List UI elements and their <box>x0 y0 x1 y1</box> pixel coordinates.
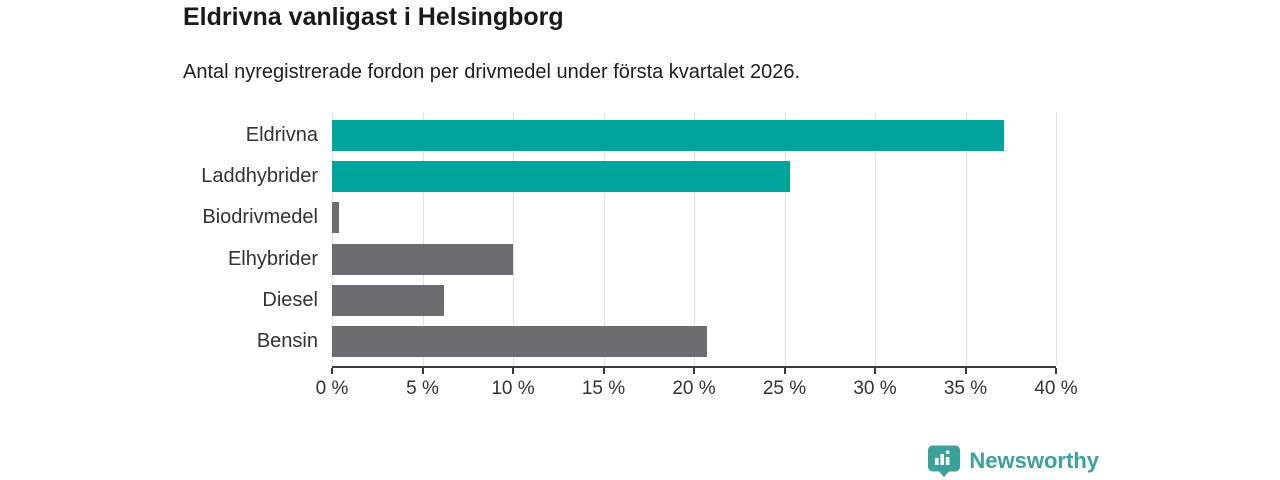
category-label: Diesel <box>262 288 318 311</box>
x-axis-tick <box>783 368 786 374</box>
bar-eldrivna <box>332 120 1004 151</box>
gridline <box>784 112 786 366</box>
gridline <box>513 112 514 366</box>
category-label: Laddhybrider <box>201 165 318 188</box>
gridline <box>694 112 695 366</box>
x-axis-tick-label: 20 % <box>672 378 716 399</box>
bar-biodrivmedel <box>332 202 340 234</box>
x-axis-line <box>332 366 1056 368</box>
category-label: Elhybrider <box>227 247 318 270</box>
gridline <box>422 112 424 366</box>
x-axis-tick <box>512 368 514 374</box>
x-axis-tick <box>874 368 876 374</box>
bar-elhybrider <box>332 243 513 275</box>
gridline <box>1056 112 1057 366</box>
gridline <box>603 112 605 366</box>
bar-laddhybrider <box>332 161 790 193</box>
gridline <box>875 112 876 366</box>
category-label: Bensin <box>256 330 318 352</box>
x-axis-tick-label: 15 % <box>581 378 626 399</box>
x-axis-tick-label: 30 % <box>853 378 897 399</box>
x-axis-tick-label: 35 % <box>943 378 988 399</box>
x-axis-tick-label: 10 % <box>491 378 535 399</box>
x-axis-tick <box>693 368 695 374</box>
bar-bensin <box>332 326 707 357</box>
x-axis-tick-label: 25 % <box>762 378 807 399</box>
gridline <box>332 112 333 366</box>
category-label: Eldrivna <box>245 124 318 146</box>
x-axis-tick-label: 0 % <box>315 378 349 399</box>
x-axis-tick <box>964 368 967 374</box>
x-axis-tick-label: 40 % <box>1034 378 1078 399</box>
x-axis-tick <box>331 368 333 374</box>
x-axis-tick <box>1055 368 1057 374</box>
plot-area: Eldrivna Laddhybrider Biodrivmedel Elhybrid… <box>201 112 1078 399</box>
chart-subtitle: Antal nyregistrerade fordon per drivmede… <box>183 61 801 83</box>
gridline <box>965 112 967 366</box>
bar-chart-pin-icon <box>927 444 961 477</box>
newsworthy-logo[interactable]: Newsworthy <box>927 444 1099 477</box>
bar-diesel <box>332 284 445 316</box>
x-axis-tick <box>602 368 605 374</box>
chart-title: Eldrivna vanligast i Helsingborg <box>183 3 564 31</box>
x-axis-tick-label: 5 % <box>406 378 439 399</box>
newsworthy-wordmark: Newsworthy <box>969 447 1099 473</box>
category-label: Biodrivmedel <box>202 206 318 229</box>
x-axis-tick <box>421 368 424 374</box>
